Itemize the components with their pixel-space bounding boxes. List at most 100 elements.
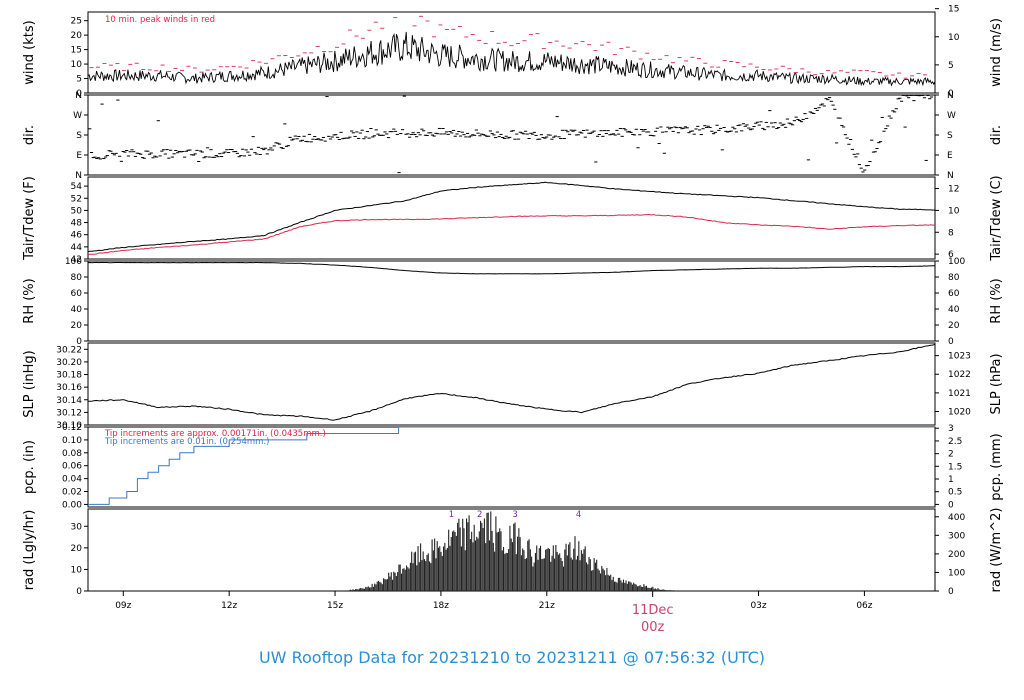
right-tick-label-dir: E [947,151,953,161]
panel-frame-temp [87,176,936,260]
left-tick-label-slp: 30.22 [56,345,82,355]
radiation-marker: 3 [512,510,517,520]
left-tick-label-temp: 54 [71,182,83,192]
right-tick-label-pcp: 3 [948,424,954,434]
left-tick-label-temp: 44 [71,243,83,253]
day-marker-date: 11Dec [632,603,674,618]
right-tick-label-wind: 5 [948,61,954,71]
left-tick-label-wind: 20 [71,31,83,41]
y-axis-label-dir: dir. [22,125,37,145]
right-tick-label-rad: 400 [948,513,965,523]
left-tick-label-rh: 20 [71,321,83,331]
left-tick-label-pcp: 0.00 [62,500,82,510]
plot-area-rh [88,261,935,275]
radiation-marker: 2 [477,510,482,520]
left-tick-label-wind: 15 [71,46,82,56]
right-tick-label-rad: 100 [948,568,965,578]
y-axis-label-rh: RH (%) [22,278,37,323]
left-tick-label-slp: 30.20 [56,358,82,368]
left-tick-label-slp: 30.10 [56,421,82,431]
left-tick-label-slp: 30.18 [56,371,82,381]
left-tick-label-rh: 0 [76,337,82,347]
y-axis-label-rad: rad (Lgly/hr) [22,510,37,591]
day-marker-hour: 00z [641,620,665,635]
left-tick-label-wind: 0 [76,89,82,99]
plot-area-wind [88,15,935,87]
left-tick-label-rh: 60 [71,289,83,299]
right-tick-label-pcp: 2 [948,450,954,460]
right-tick-label-dir: N [947,171,954,181]
left-tick-label-slp: 30.16 [56,383,82,393]
left-tick-label-pcp: 0.06 [62,462,82,472]
left-tick-label-pcp: 0.04 [62,475,82,485]
pcp-annotation-blue: Tip increments are 0.01in. (0.254mm.) [104,437,269,447]
y-axis-label-right-rad: rad (W/m^2) [989,508,1004,593]
left-tick-label-dir: W [73,111,82,121]
plot-area-dir [88,95,934,174]
left-tick-label-rh: 80 [71,273,83,283]
y-axis-label-right-temp: Tair/Tdew (C) [989,175,1004,261]
right-tick-label-slp: 1023 [948,352,971,362]
right-tick-label-pcp: 1 [948,475,954,485]
left-tick-label-temp: 50 [71,206,83,216]
right-tick-label-pcp: 2.5 [948,437,962,447]
precip-line [88,427,935,505]
left-tick-label-temp: 46 [71,231,83,241]
y-axis-label-slp: SLP (inHg) [22,350,37,418]
wind-annotation: 10 min. peak winds in red [105,15,215,25]
left-tick-label-rh: 100 [65,257,82,267]
right-tick-label-wind: 0 [948,89,954,99]
left-tick-label-rad: 20 [71,544,83,554]
x-tick-label: 09z [115,601,131,611]
x-tick-label: 06z [856,601,872,611]
right-tick-label-wind: 15 [948,5,959,15]
left-tick-label-dir: E [76,151,82,161]
left-tick-label-wind: 5 [76,75,82,85]
tdew-line [88,213,935,256]
panel-frame-slp [87,342,936,426]
rh-line [88,261,935,275]
plot-area-pcp [88,427,935,505]
right-tick-label-temp: 6 [948,250,954,260]
radiation-marker: 4 [576,510,581,520]
left-tick-label-temp: 42 [71,255,82,265]
y-axis-label-right-wind: wind (m/s) [989,18,1004,87]
y-axis-label-pcp: pcp. (in) [22,440,37,494]
right-tick-label-rh: 80 [948,273,960,283]
left-tick-label-wind: 10 [71,60,83,70]
left-tick-label-pcp: 0.10 [62,436,82,446]
right-tick-label-dir: S [947,131,953,141]
tair-line [88,181,935,252]
right-tick-label-dir: W [947,111,956,121]
right-tick-label-wind: 10 [948,33,960,43]
x-tick-label: 12z [221,601,237,611]
right-tick-label-slp: 1022 [948,370,971,380]
right-tick-label-dir: N [947,91,954,101]
left-tick-label-rh: 40 [71,305,83,315]
left-tick-label-rad: 10 [71,565,83,575]
right-tick-label-rh: 40 [948,305,960,315]
right-tick-label-pcp: 0 [948,500,954,510]
right-tick-label-rad: 200 [948,550,965,560]
left-tick-label-dir: N [75,171,82,181]
right-tick-label-rh: 0 [948,337,954,347]
y-axis-label-right-slp: SLP (hPa) [989,353,1004,414]
x-tick-label: 18z [433,601,449,611]
left-tick-label-slp: 30.12 [56,408,82,418]
plot-area-slp [88,343,935,421]
x-tick-label: 21z [539,601,555,611]
panel-frame-dir [87,94,936,176]
y-axis-label-right-rh: RH (%) [989,278,1004,323]
x-tick-label: 15z [327,601,343,611]
left-tick-label-dir: S [76,131,82,141]
panel-frame-rh [87,260,936,342]
left-tick-label-pcp: 0.02 [62,488,82,498]
pcp-annotation-red: Tip increments are approx. 0.00171in. (0… [104,429,326,439]
left-tick-label-wind: 25 [71,17,82,27]
radiation-marker: 1 [449,510,454,520]
left-tick-label-pcp: 0.12 [62,423,82,433]
wind-speed-line [88,31,935,87]
right-tick-label-temp: 8 [948,228,954,238]
chart-title: UW Rooftop Data for 20231210 to 20231211… [258,648,766,667]
